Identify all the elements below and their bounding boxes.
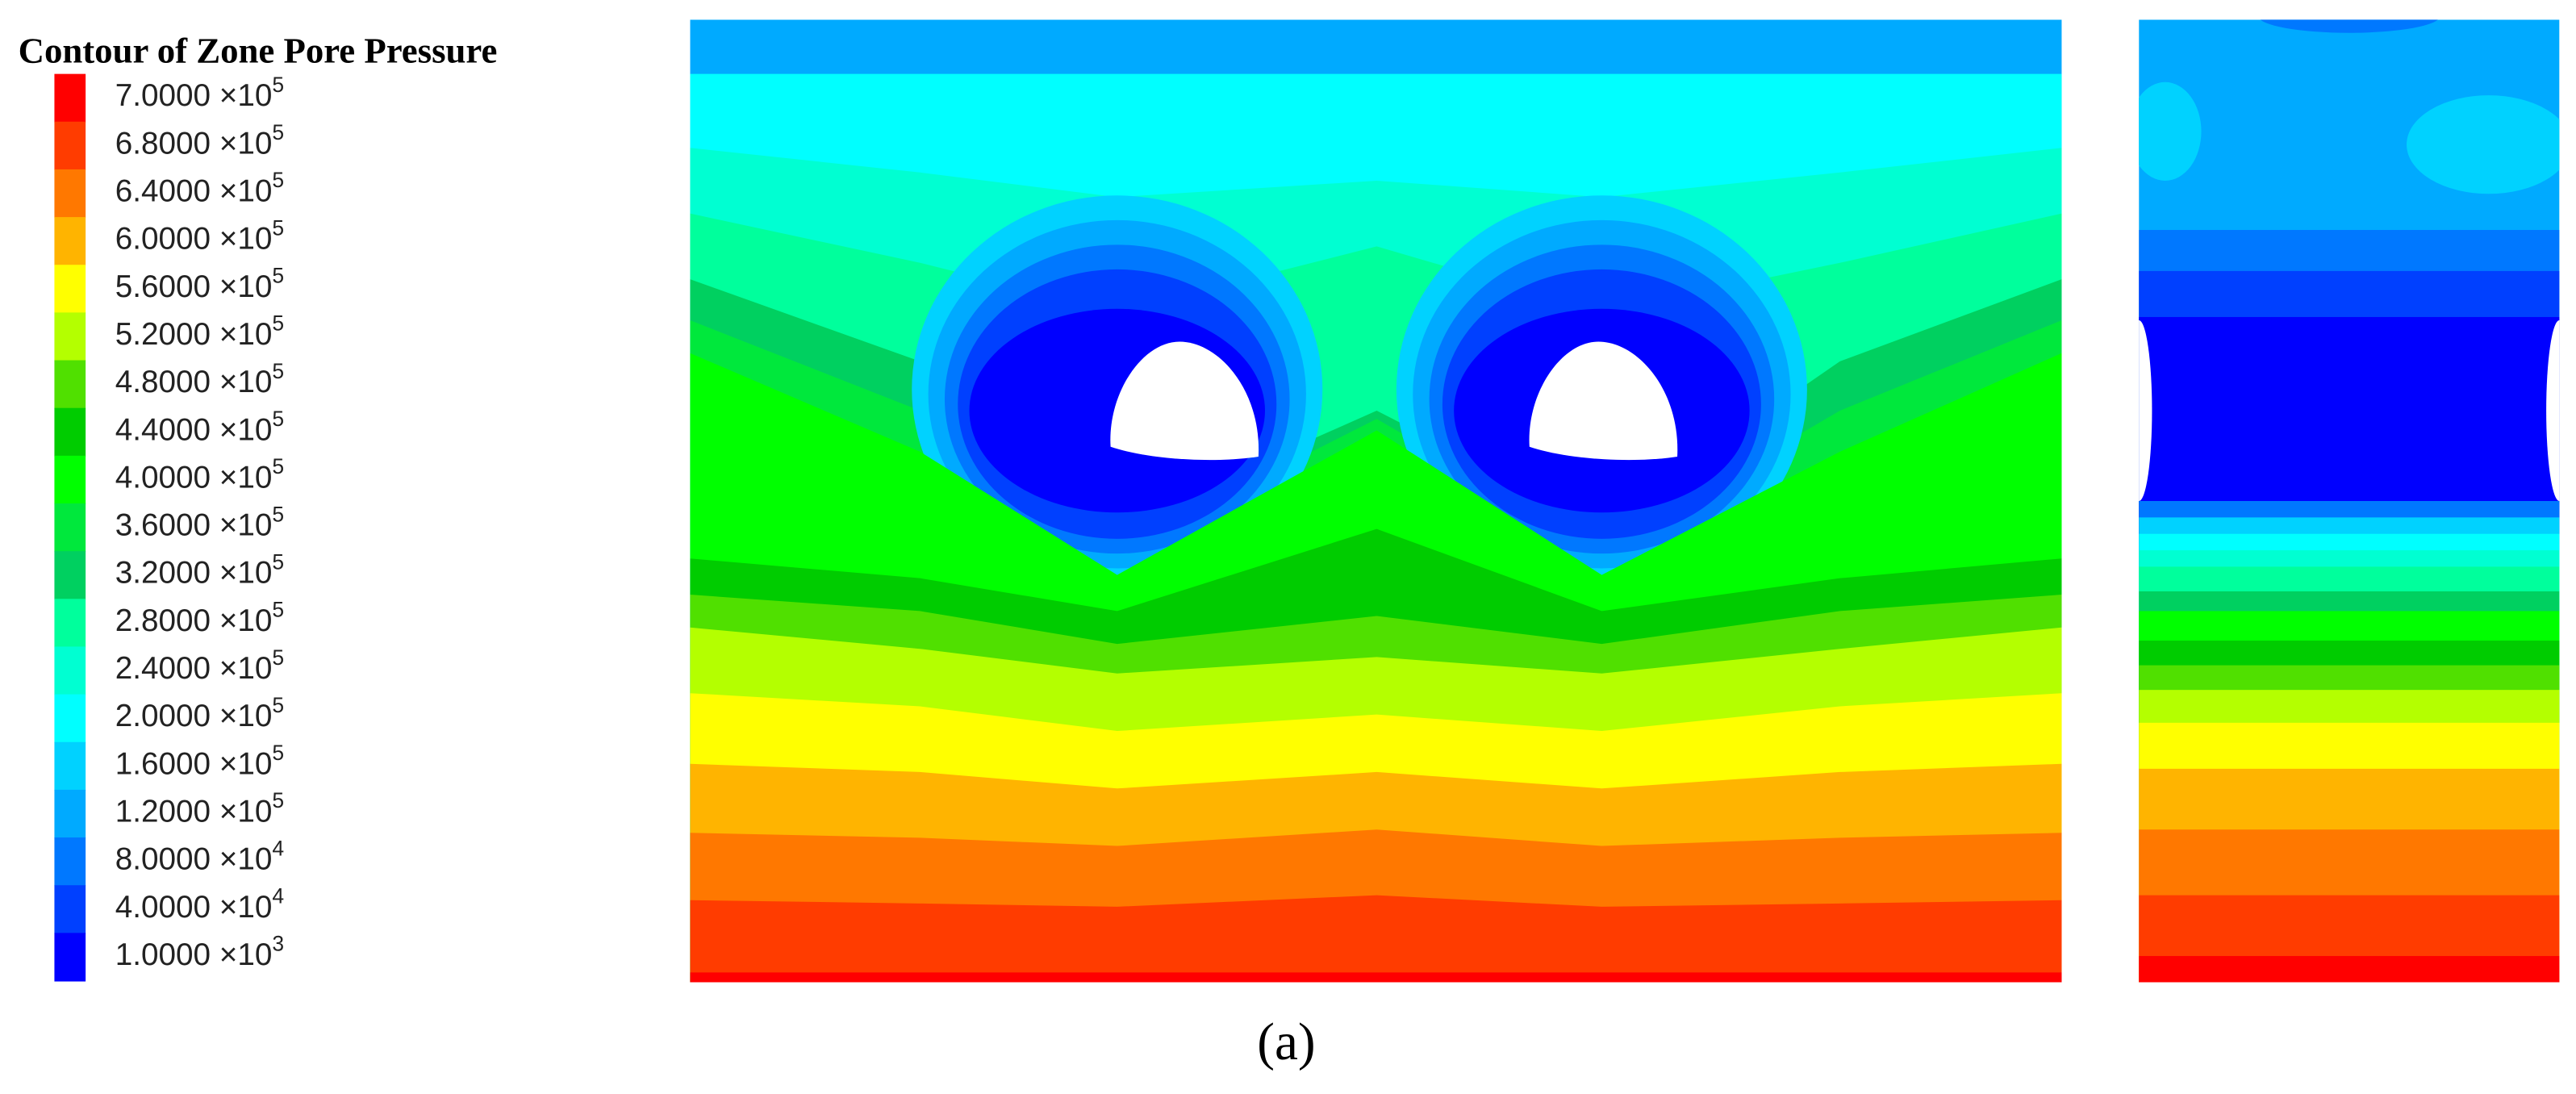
- legend-mantissa: 4.0000 ×10: [115, 461, 273, 495]
- legend-label: 4.8000 ×105: [115, 359, 284, 399]
- legend-exponent: 5: [272, 502, 284, 526]
- contour-blob: [2139, 81, 2202, 181]
- contour-band: [690, 895, 2062, 983]
- legend-mantissa: 1.2000 ×10: [115, 795, 273, 829]
- legend-swatch: [54, 312, 86, 361]
- legend-label: 3.2000 ×105: [115, 549, 284, 590]
- legend-swatch: [54, 73, 86, 123]
- legend-exponent: 5: [272, 741, 284, 765]
- legend-mantissa: 6.4000 ×10: [115, 174, 273, 209]
- legend-mantissa: 2.0000 ×10: [115, 699, 273, 733]
- legend-label: 2.4000 ×105: [115, 645, 284, 686]
- legend-swatch: [54, 503, 86, 553]
- legend-label: 4.0000 ×105: [115, 454, 284, 495]
- tunnel-opening: [1110, 341, 1259, 461]
- legend-mantissa: 6.8000 ×10: [115, 127, 273, 161]
- legend-label: 4.4000 ×105: [115, 407, 284, 447]
- legend-mantissa: 7.0000 ×10: [115, 78, 273, 113]
- legend-label: 6.0000 ×105: [115, 215, 284, 256]
- legend-exponent: 5: [272, 645, 284, 670]
- legend-mantissa: 3.2000 ×10: [115, 556, 273, 591]
- legend-exponent: 4: [272, 836, 284, 860]
- contour-blob: [2407, 95, 2560, 194]
- legend-exponent: 4: [272, 884, 284, 908]
- legend-label: 4.0000 ×104: [115, 884, 284, 925]
- legend-exponent: 5: [272, 788, 284, 812]
- legend-exponent: 5: [272, 693, 284, 717]
- legend-swatch: [54, 169, 86, 219]
- legend-exponent: 5: [272, 598, 284, 622]
- legend-mantissa: 5.6000 ×10: [115, 269, 273, 304]
- contour-band: [2139, 955, 2560, 983]
- legend-swatch: [54, 455, 86, 505]
- contour-band: [690, 972, 2062, 983]
- legend-swatch: [54, 599, 86, 648]
- legend-mantissa: 2.4000 ×10: [115, 651, 273, 686]
- legend-swatch: [54, 360, 86, 409]
- legend-label: 7.0000 ×105: [115, 73, 284, 113]
- legend-mantissa: 4.8000 ×10: [115, 365, 273, 399]
- legend-mantissa: 1.0000 ×10: [115, 937, 273, 972]
- legend-swatch: [54, 837, 86, 887]
- legend-exponent: 5: [272, 311, 284, 336]
- legend-label: 1.2000 ×105: [115, 788, 284, 829]
- legend-exponent: 5: [272, 168, 284, 192]
- tunnel-wall: [2139, 320, 2152, 501]
- contour-blob: [2261, 19, 2438, 33]
- legend-swatch: [54, 933, 86, 982]
- legend-mantissa: 2.8000 ×10: [115, 603, 273, 638]
- tunnel-wall: [2546, 320, 2560, 501]
- legend-exponent: 5: [272, 549, 284, 574]
- tunnel-opening: [1529, 341, 1678, 461]
- main-contour: [690, 19, 2062, 983]
- legend-exponent: 5: [272, 120, 284, 144]
- legend-swatch: [54, 551, 86, 600]
- legend-label: 2.8000 ×105: [115, 598, 284, 638]
- legend-swatch: [54, 885, 86, 934]
- legend-label: 1.0000 ×103: [115, 932, 284, 972]
- legend-swatch: [54, 741, 86, 791]
- legend-swatch: [54, 694, 86, 743]
- legend-mantissa: 4.4000 ×10: [115, 412, 273, 447]
- legend-swatch: [54, 121, 86, 170]
- legend-mantissa: 6.0000 ×10: [115, 222, 273, 257]
- legend-exponent: 3: [272, 932, 284, 956]
- legend-exponent: 5: [272, 73, 284, 97]
- legend-swatch: [54, 646, 86, 695]
- legend-title: Contour of Zone Pore Pressure: [19, 30, 498, 70]
- legend-mantissa: 1.6000 ×10: [115, 747, 273, 782]
- legend-label: 6.4000 ×105: [115, 168, 284, 208]
- legend-label: 5.6000 ×105: [115, 264, 284, 304]
- side-contour: [2139, 19, 2560, 983]
- legend-exponent: 5: [272, 264, 284, 288]
- legend-swatch: [54, 789, 86, 839]
- caption: (a): [1257, 1013, 1315, 1071]
- legend-label: 8.0000 ×104: [115, 836, 284, 876]
- legend-swatch: [54, 265, 86, 314]
- legend-mantissa: 3.6000 ×10: [115, 508, 273, 543]
- legend-label: 6.8000 ×105: [115, 120, 284, 161]
- legend-label: 5.2000 ×105: [115, 311, 284, 352]
- legend-label: 3.6000 ×105: [115, 502, 284, 542]
- legend-mantissa: 8.0000 ×10: [115, 842, 273, 877]
- legend-exponent: 5: [272, 359, 284, 383]
- legend-swatch: [54, 407, 86, 457]
- legend-exponent: 5: [272, 454, 284, 478]
- legend-mantissa: 4.0000 ×10: [115, 890, 273, 925]
- legend-swatch: [54, 217, 86, 266]
- legend-exponent: 5: [272, 407, 284, 431]
- legend-label: 1.6000 ×105: [115, 741, 284, 781]
- legend-label: 2.0000 ×105: [115, 693, 284, 733]
- legend-mantissa: 5.2000 ×10: [115, 317, 273, 352]
- legend-exponent: 5: [272, 215, 284, 240]
